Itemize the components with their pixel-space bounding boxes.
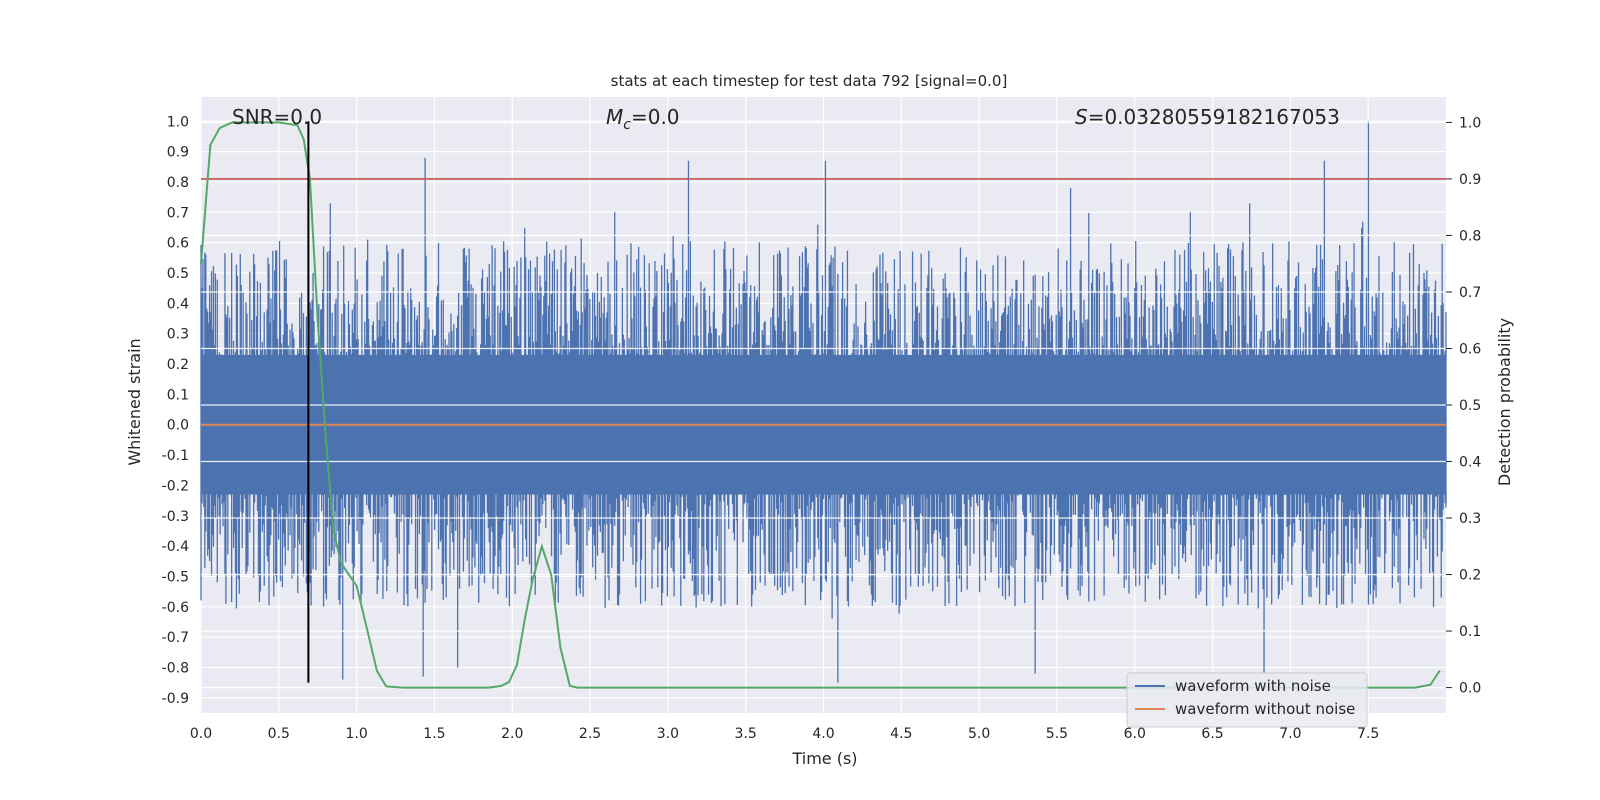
x-tick-label: 4.5 (890, 726, 912, 742)
x-tick-label: 7.5 (1357, 726, 1379, 742)
score-annotation: S=0.03280559182167053 (1075, 105, 1340, 129)
x-tick-label: 5.0 (968, 726, 990, 742)
y-tick-label: -0.7 (162, 630, 189, 646)
x-tick-label: 4.0 (812, 726, 834, 742)
legend: waveform with noise waveform without noi… (1126, 672, 1368, 728)
y-tick-label: -0.1 (162, 448, 189, 464)
x-tick-label: 3.0 (657, 726, 679, 742)
legend-label-noise: waveform with noise (1175, 677, 1331, 695)
y-tick-label: -0.4 (162, 539, 189, 555)
y-tick-label: -0.5 (162, 569, 189, 585)
x-tick-label: 6.5 (1201, 726, 1223, 742)
x-tick-label: 2.5 (579, 726, 601, 742)
y2-tick-label: 0.4 (1459, 455, 1481, 471)
y-tick-label: -0.3 (162, 509, 189, 525)
y2-tick-label: 1.0 (1459, 115, 1481, 131)
x-tick-label: 1.5 (423, 726, 445, 742)
y-tick-label: 0.4 (167, 296, 189, 312)
y-tick-label: 0.8 (167, 175, 189, 191)
y-tick-label: 0.7 (167, 205, 189, 221)
y-tick-label: 0.0 (167, 418, 189, 434)
y2-tick-label: 0.1 (1459, 624, 1481, 640)
chart-title: stats at each timestep for test data 792… (611, 72, 1008, 90)
y2-tick-label: 0.7 (1459, 285, 1481, 301)
y-tick-label: 1.0 (167, 114, 189, 130)
chirp-mass-annotation: Mc=0.0 (606, 105, 680, 133)
y2-tick-label: 0.6 (1459, 341, 1481, 357)
x-tick-label: 3.5 (735, 726, 757, 742)
y-tick-label: 0.1 (167, 387, 189, 403)
y-tick-label: -0.9 (162, 691, 189, 707)
series-detection-probability (200, 121, 1441, 689)
y-tick-label: -0.2 (162, 478, 189, 494)
y2-tick-label: 0.3 (1459, 511, 1481, 527)
y-tick-label: 0.2 (167, 357, 189, 373)
x-axis-label: Time (s) (791, 749, 857, 768)
y2-tick-label: 0.2 (1459, 568, 1481, 584)
y2-tick-label: 0.5 (1459, 398, 1481, 414)
x-tick-label: 7.0 (1279, 726, 1301, 742)
x-tick-label: 2.0 (501, 726, 523, 742)
snr-annotation: SNR=0.0 (232, 105, 322, 129)
y-tick-label: -0.6 (162, 600, 189, 616)
y2-axis-label: Detection probability (1495, 318, 1514, 486)
y-tick-label: 0.5 (167, 266, 189, 282)
y2-tick-label: 0.8 (1459, 228, 1481, 244)
x-tick-label: 6.0 (1124, 726, 1146, 742)
y-tick-label: 0.3 (167, 327, 189, 343)
legend-label-clean: waveform without noise (1175, 700, 1355, 718)
y-axis-label: Whitened strain (125, 338, 144, 465)
y-tick-label: -0.8 (162, 660, 189, 676)
x-tick-label: 5.5 (1046, 726, 1068, 742)
y-tick-label: 0.6 (167, 236, 189, 252)
x-tick-label: 0.0 (190, 726, 212, 742)
legend-box (1126, 672, 1368, 728)
x-tick-label: 0.5 (268, 726, 290, 742)
y-tick-label: 0.9 (167, 145, 189, 161)
y2-tick-label: 0.0 (1459, 681, 1481, 697)
y2-tick-label: 0.9 (1459, 172, 1481, 188)
x-tick-label: 1.0 (345, 726, 367, 742)
